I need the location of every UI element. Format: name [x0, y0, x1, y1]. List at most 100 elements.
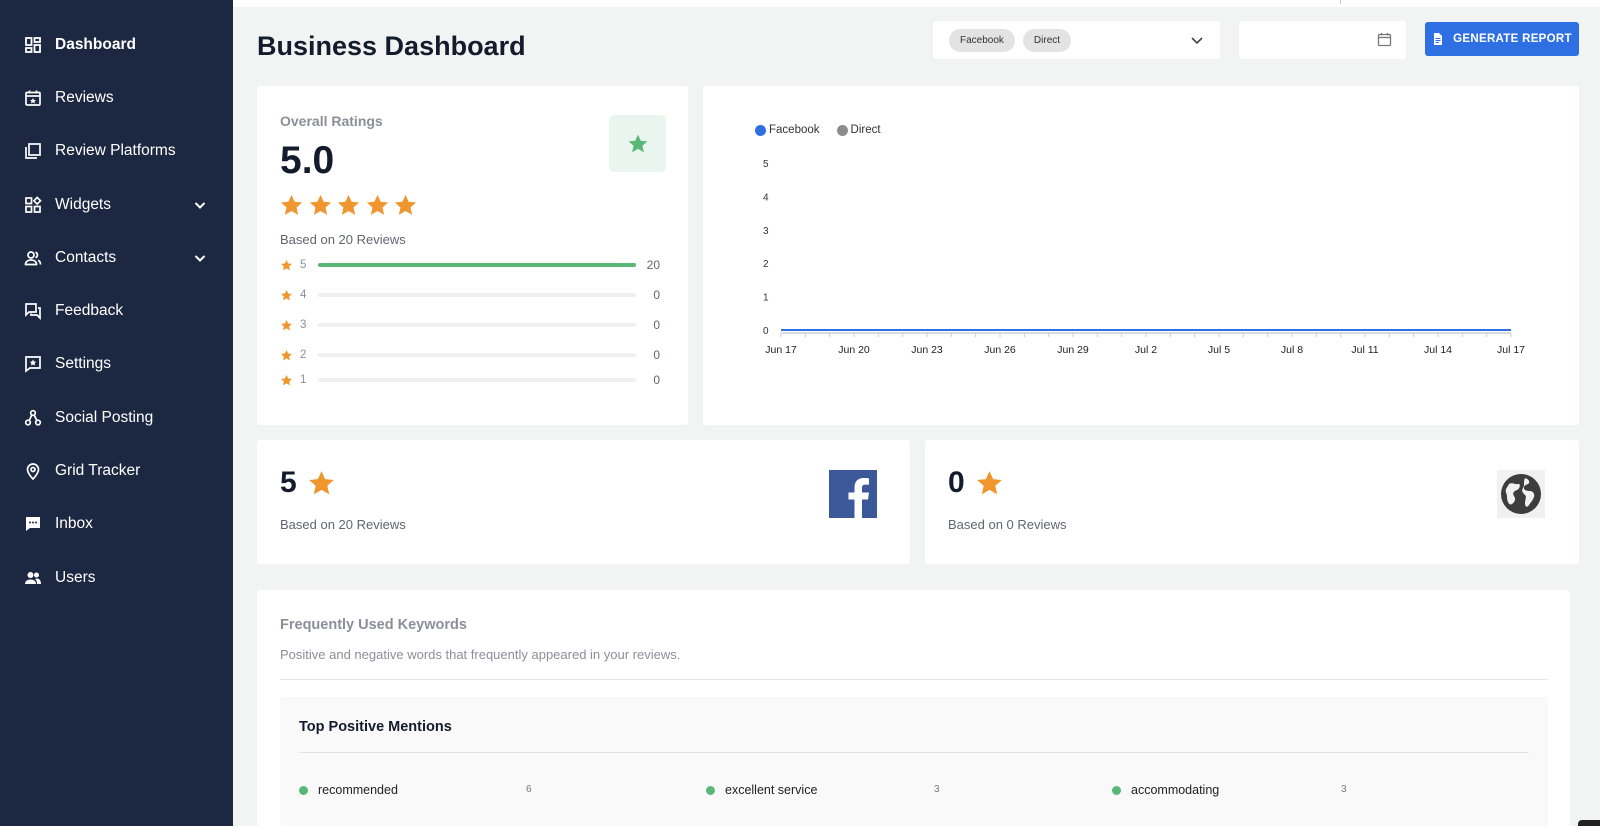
sidebar-item-label: Users [55, 568, 96, 586]
map-pin-icon [24, 462, 42, 481]
based-on-text: Based on 20 Reviews [280, 232, 406, 247]
rating-progress-bar [318, 378, 636, 382]
legend-label: Facebook [769, 124, 820, 136]
star-icon [280, 374, 293, 385]
divider [1340, 0, 1341, 4]
facebook-rating-value: 5 [280, 466, 297, 499]
sidebar-item-feedback[interactable]: Feedback [0, 284, 233, 337]
x-tick-label: Jun 29 [1057, 344, 1089, 356]
filter-chip-direct[interactable]: Direct [1022, 28, 1072, 52]
rating-count: 0 [653, 288, 660, 302]
chevron-down-icon[interactable] [193, 251, 207, 265]
calendar-icon[interactable] [1377, 32, 1392, 47]
mention-count: 6 [526, 784, 532, 795]
x-tick-label: Jul 14 [1424, 344, 1452, 356]
y-tick-label: 1 [763, 293, 769, 304]
star-icon [280, 289, 293, 300]
chevron-down-icon[interactable] [1190, 33, 1204, 47]
y-tick-label: 3 [763, 226, 769, 237]
rating-distribution-row: 5 20 [280, 258, 660, 272]
settings-star-icon [24, 355, 42, 374]
legend-item-facebook[interactable]: Facebook [755, 124, 820, 136]
divider [299, 752, 1529, 753]
mention-count: 3 [1341, 784, 1347, 795]
rating-progress-bar [318, 323, 636, 327]
mention-count: 3 [934, 784, 940, 795]
x-tick-label: Jul 11 [1351, 344, 1378, 356]
calendar-star-icon [24, 89, 42, 107]
generate-report-button[interactable]: GENERATE REPORT [1425, 22, 1579, 56]
feedback-icon [24, 302, 42, 321]
keywords-card: Frequently Used Keywords Positive and ne… [257, 590, 1570, 826]
star-level: 3 [300, 319, 307, 331]
legend-swatch [755, 124, 766, 136]
x-tick-label: Jul 17 [1497, 344, 1525, 356]
star-icon [338, 194, 360, 215]
sidebar-item-grid-tracker[interactable]: Grid Tracker [0, 444, 233, 497]
sidebar-item-dashboard[interactable]: Dashboard [0, 18, 233, 71]
star-level: 2 [300, 349, 307, 361]
mention-item: recommended 6 [299, 783, 532, 797]
legend-label: Direct [850, 124, 881, 136]
facebook-rating-card: 5 Based on 20 Reviews [257, 440, 910, 564]
rating-progress-bar [318, 293, 636, 297]
sidebar-item-contacts[interactable]: Contacts [0, 231, 233, 284]
page-title: Business Dashboard [257, 31, 526, 61]
x-tick-label: Jun 17 [765, 344, 797, 356]
x-tick-label: Jun 26 [984, 344, 1016, 356]
sidebar-item-review-platforms[interactable]: Review Platforms [0, 125, 233, 178]
scrollbar-corner [1578, 820, 1600, 826]
share-icon [24, 409, 42, 427]
star-icon [395, 194, 417, 215]
y-tick-label: 5 [763, 159, 769, 170]
rating-progress-fill [318, 263, 636, 267]
rating-progress-bar [318, 263, 636, 267]
sidebar-item-settings[interactable]: Settings [0, 338, 233, 391]
sidebar-item-social-posting[interactable]: Social Posting [0, 391, 233, 444]
sidebar-item-label: Grid Tracker [55, 462, 141, 480]
chat-icon [24, 515, 42, 533]
legend-item-direct[interactable]: Direct [836, 124, 881, 136]
star-icon [309, 194, 331, 215]
star-icon [280, 194, 303, 215]
star-level: 1 [300, 374, 307, 386]
sidebar-item-inbox[interactable]: Inbox [0, 498, 233, 551]
rating-badge [609, 115, 666, 172]
document-icon [1434, 33, 1443, 45]
globe-icon [1497, 470, 1545, 518]
star-icon [280, 259, 293, 270]
overall-rating-value: 5.0 [280, 139, 335, 182]
direct-rating-value: 0 [948, 466, 965, 499]
rating-count: 0 [653, 373, 660, 387]
date-range-input[interactable] [1239, 21, 1406, 59]
sidebar: Dashboard Reviews Review Platforms Widge… [0, 0, 233, 826]
sidebar-item-users[interactable]: Users [0, 551, 233, 604]
chart-legend: Facebook Direct [755, 124, 898, 136]
platform-filter-select[interactable]: Facebook Direct [933, 21, 1220, 59]
keywords-title: Frequently Used Keywords [280, 617, 467, 633]
facebook-based-on-text: Based on 20 Reviews [280, 517, 406, 532]
generate-report-label: GENERATE REPORT [1453, 33, 1572, 45]
overall-ratings-card: Overall Ratings 5.0 Based on 20 Reviews … [257, 86, 688, 425]
sidebar-item-label: Feedback [55, 302, 124, 320]
mention-item: accommodating 3 [1112, 783, 1347, 797]
star-level: 5 [300, 259, 307, 271]
sidebar-item-reviews[interactable]: Reviews [0, 71, 233, 124]
dashboard-icon [24, 36, 42, 54]
y-tick-label: 4 [763, 192, 769, 203]
filter-chip-facebook[interactable]: Facebook [949, 28, 1015, 52]
chevron-down-icon[interactable] [193, 198, 207, 212]
sidebar-item-label: Settings [55, 355, 112, 373]
copy-icon [24, 142, 42, 160]
facebook-logo-icon [829, 470, 877, 518]
star-level: 4 [300, 289, 307, 301]
sidebar-item-widgets[interactable]: Widgets [0, 178, 233, 231]
direct-rating: 0 [948, 466, 1004, 500]
star-icon [628, 134, 647, 152]
widgets-icon [24, 195, 42, 214]
x-tick-label: Jun 20 [838, 344, 870, 356]
contacts-icon [24, 249, 42, 267]
sidebar-item-label: Reviews [55, 88, 114, 106]
